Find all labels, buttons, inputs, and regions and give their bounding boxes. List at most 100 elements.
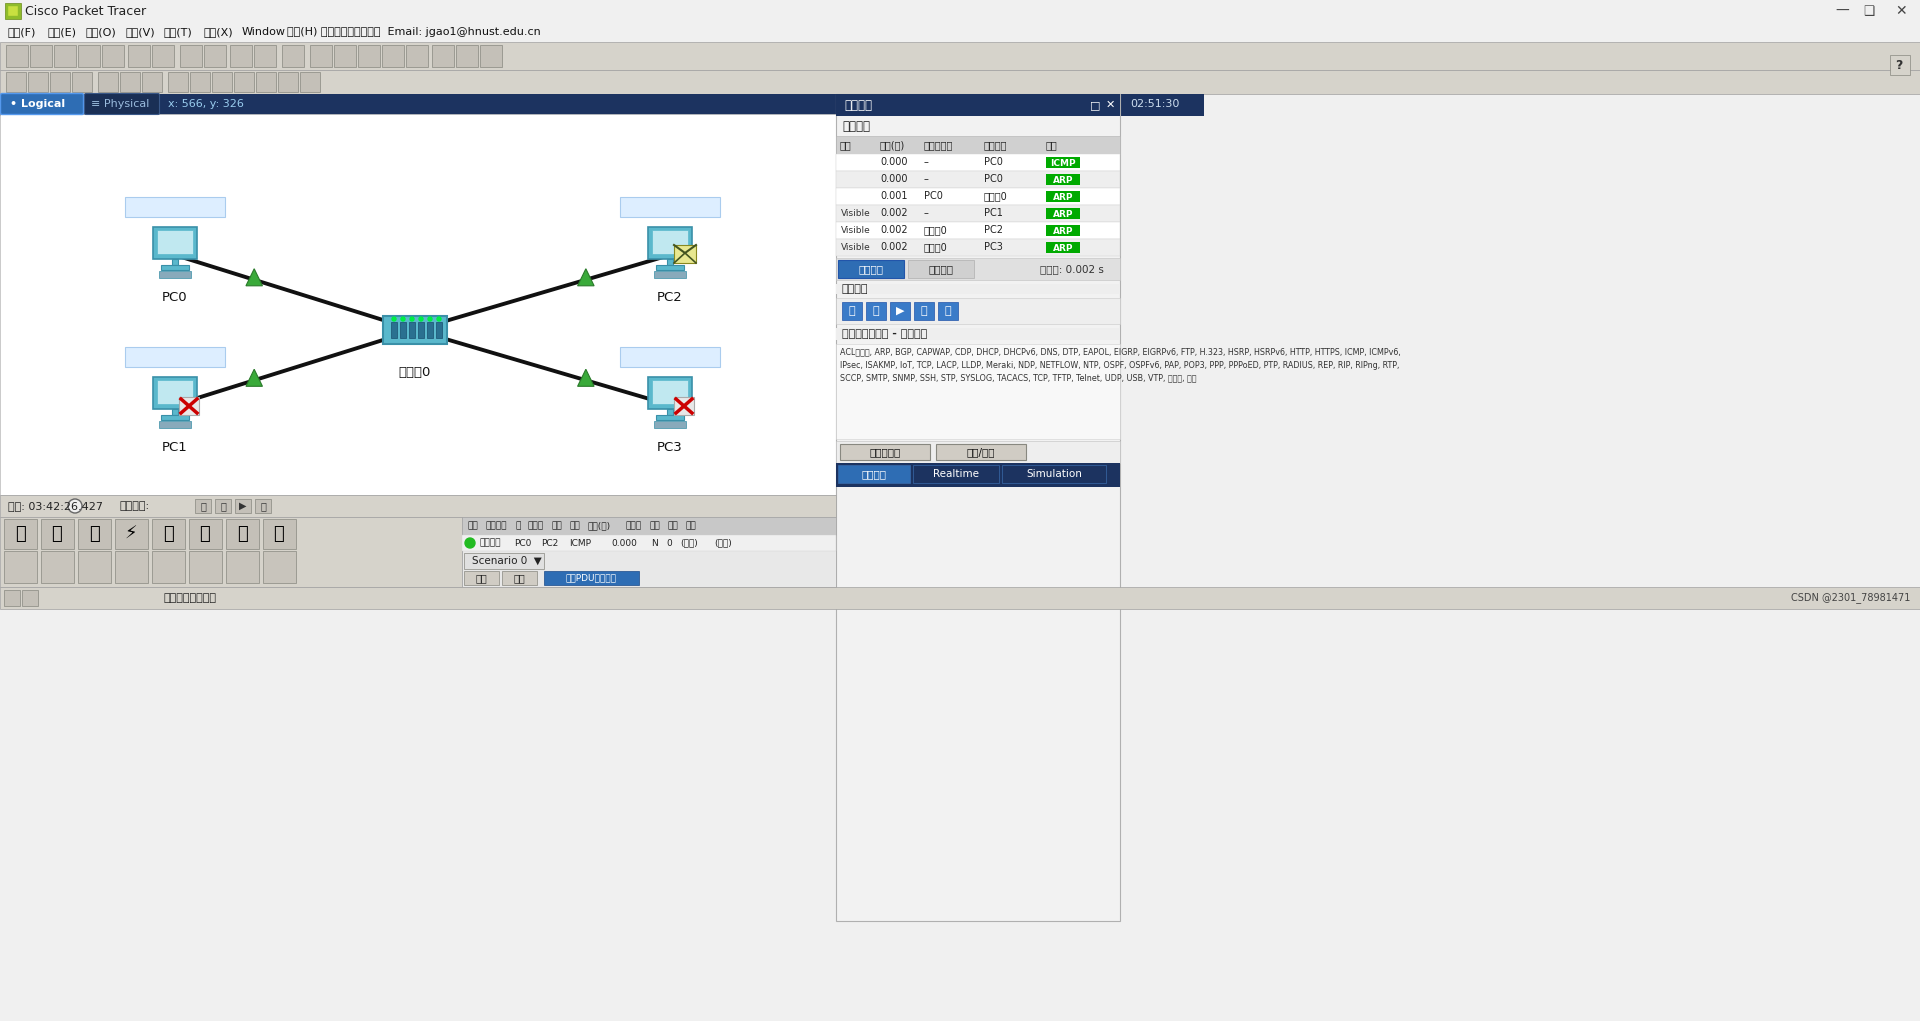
Bar — [255, 499, 271, 513]
Text: 0.002: 0.002 — [879, 208, 908, 218]
Text: PC1: PC1 — [161, 441, 188, 454]
Bar — [21, 590, 38, 606]
FancyBboxPatch shape — [84, 94, 159, 114]
Bar — [40, 551, 75, 583]
Text: ▶: ▶ — [240, 501, 248, 510]
Bar — [119, 72, 140, 92]
Bar — [79, 519, 111, 549]
Bar — [142, 72, 161, 92]
Text: 删除: 删除 — [685, 522, 697, 531]
Bar — [73, 72, 92, 92]
Bar — [835, 284, 1119, 294]
Bar — [31, 45, 52, 67]
Text: 192.168.1.12: 192.168.1.12 — [626, 200, 714, 213]
Bar — [939, 302, 958, 320]
Text: –: – — [924, 157, 929, 167]
Text: 上一个设备: 上一个设备 — [924, 140, 954, 150]
Bar — [835, 94, 1119, 116]
Text: ⏮: ⏮ — [849, 306, 854, 317]
Text: 删除: 删除 — [513, 573, 524, 583]
Text: ✕: ✕ — [1895, 4, 1907, 18]
Text: 复位仿真: 复位仿真 — [858, 264, 883, 274]
Bar — [188, 519, 223, 549]
Text: 192.168.1.14: 192.168.1.14 — [626, 350, 714, 363]
Bar — [102, 45, 125, 67]
Bar — [655, 421, 685, 428]
Text: PC0: PC0 — [983, 157, 1002, 167]
Bar — [129, 45, 150, 67]
Text: ✕: ✕ — [1106, 100, 1116, 110]
Text: 事件列表: 事件列表 — [843, 119, 870, 133]
Bar — [837, 465, 910, 483]
Circle shape — [419, 317, 422, 321]
Text: –: – — [924, 174, 929, 184]
Text: 🔀: 🔀 — [88, 525, 100, 543]
Bar — [649, 377, 691, 409]
Bar — [409, 322, 415, 338]
Text: Realtime: Realtime — [933, 469, 979, 479]
Bar — [457, 45, 478, 67]
Bar — [357, 45, 380, 67]
Bar — [4, 590, 19, 606]
Text: 192.168.1.11: 192.168.1.11 — [131, 350, 219, 363]
Text: 仿真面板: 仿真面板 — [845, 98, 872, 111]
Bar — [674, 397, 693, 415]
Bar — [666, 409, 674, 415]
Bar — [866, 302, 885, 320]
Bar — [196, 499, 211, 513]
Bar — [653, 230, 687, 254]
Bar — [4, 551, 36, 583]
Text: 编辑过滤器: 编辑过滤器 — [870, 447, 900, 457]
Bar — [463, 535, 835, 551]
Bar — [188, 551, 223, 583]
Polygon shape — [246, 269, 263, 286]
Bar — [6, 72, 27, 92]
Bar — [0, 587, 1920, 609]
Text: CSDN @2301_78981471: CSDN @2301_78981471 — [1791, 592, 1910, 603]
Text: 选项(O): 选项(O) — [86, 27, 117, 37]
Circle shape — [411, 317, 415, 321]
Text: Visible: Visible — [841, 243, 872, 251]
Bar — [1046, 191, 1079, 202]
Text: Simulation: Simulation — [1025, 469, 1083, 479]
Text: 帮助(H) 汉化：湖科大教书匠  Email: jgao1@hnust.edu.cn: 帮助(H) 汉化：湖科大教书匠 Email: jgao1@hnust.edu.c… — [286, 27, 541, 37]
Polygon shape — [246, 370, 263, 386]
Bar — [835, 328, 1119, 340]
Text: ?: ? — [1895, 58, 1903, 71]
Text: 时间(秒): 时间(秒) — [588, 522, 611, 531]
Bar — [6, 45, 29, 67]
Text: ❑: ❑ — [1862, 4, 1874, 17]
Text: ≡ Physical: ≡ Physical — [90, 99, 150, 109]
Text: ARP: ARP — [1052, 227, 1073, 236]
Text: □: □ — [1091, 100, 1100, 110]
Text: 常量延迟: 常量延迟 — [929, 264, 954, 274]
Bar — [234, 72, 253, 92]
Text: 0.000: 0.000 — [879, 174, 908, 184]
Bar — [227, 519, 259, 549]
Bar — [255, 72, 276, 92]
Bar — [157, 230, 194, 254]
Bar — [125, 197, 225, 217]
Text: PC3: PC3 — [657, 441, 684, 454]
Text: ARP: ARP — [1052, 243, 1073, 252]
Polygon shape — [578, 370, 593, 386]
Bar — [392, 322, 397, 338]
Bar — [835, 441, 1119, 463]
Bar — [125, 347, 225, 367]
Text: 0.000: 0.000 — [611, 538, 637, 547]
Bar — [543, 571, 639, 585]
Text: Visible: Visible — [841, 208, 872, 217]
Circle shape — [392, 317, 396, 321]
Bar — [0, 114, 835, 495]
Bar — [79, 551, 111, 583]
Bar — [179, 397, 200, 415]
Bar — [115, 519, 148, 549]
Text: ⏮: ⏮ — [200, 501, 205, 510]
Bar — [161, 415, 188, 420]
Bar — [835, 94, 1119, 921]
Bar — [1889, 55, 1910, 75]
Text: ICMP: ICMP — [1050, 158, 1075, 167]
Text: 交换机0: 交换机0 — [399, 366, 432, 379]
Text: 事件列表过滤器 - 可见事件: 事件列表过滤器 - 可见事件 — [843, 329, 927, 339]
Bar — [253, 45, 276, 67]
